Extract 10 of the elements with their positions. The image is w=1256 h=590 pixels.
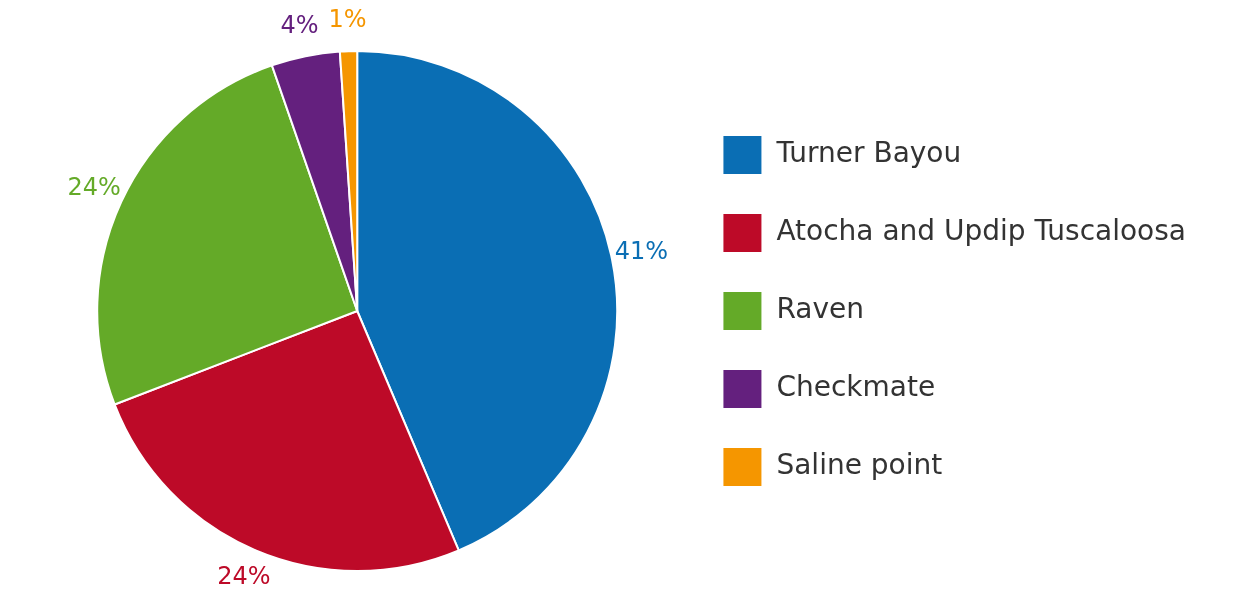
data-label: 4%	[280, 11, 319, 40]
legend-label: Raven	[776, 292, 864, 326]
legend-label: Turner Bayou	[775, 136, 962, 170]
legend-label: Saline point	[776, 448, 943, 482]
data-label: 24%	[217, 562, 271, 590]
data-label: 41%	[614, 237, 669, 266]
data-label: 24%	[67, 173, 121, 202]
legend-label: Atocha and Updip Tuscaloosa	[776, 214, 1187, 248]
data-label: 1%	[328, 5, 367, 34]
legend-label: Checkmate	[776, 370, 936, 404]
